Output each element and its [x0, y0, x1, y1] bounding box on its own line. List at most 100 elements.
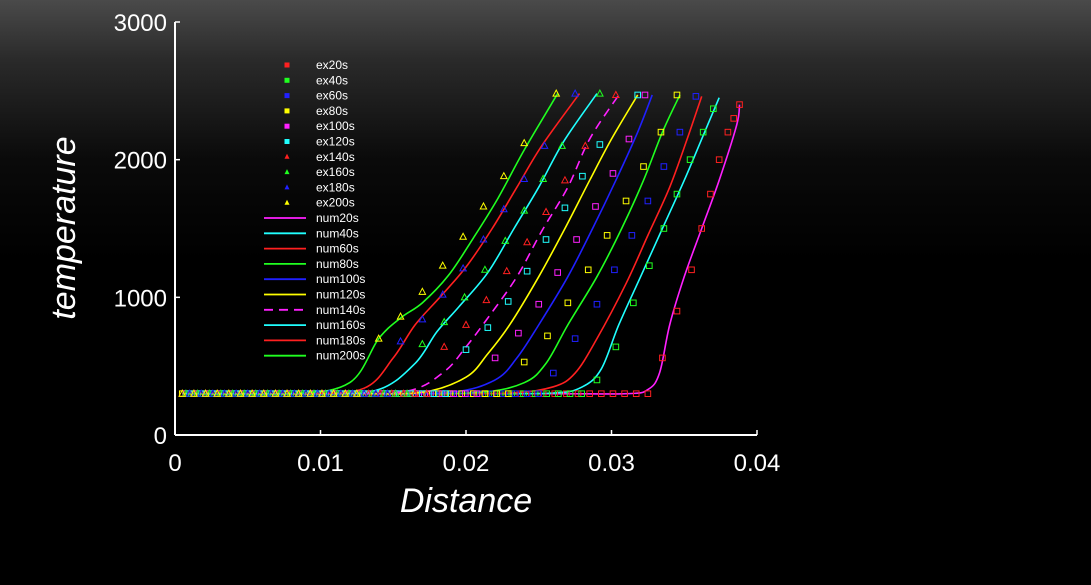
- data-point-ex60s: [571, 335, 579, 342]
- baseline-point-ex180s: [383, 389, 392, 397]
- baseline-point-ex180s: [336, 389, 345, 397]
- baseline-point-ex160s: [403, 389, 412, 397]
- data-point-ex60s: [611, 266, 618, 274]
- data-point-ex20s: [659, 354, 666, 362]
- baseline-point-ex60s: [523, 390, 531, 397]
- baseline-point-ex20s: [516, 390, 524, 397]
- legend-item-ex40s: ex40s: [284, 73, 348, 87]
- baseline-point-ex200s: [201, 389, 210, 397]
- y-axis-title: temperature: [45, 136, 83, 319]
- data-point-ex80s: [544, 332, 551, 340]
- legend-marker: [284, 93, 290, 99]
- baseline-point-ex60s: [488, 390, 496, 397]
- y-tick-label: 3000: [114, 10, 167, 37]
- data-point-ex40s: [686, 156, 694, 163]
- data-point-ex120s: [462, 346, 470, 353]
- baseline-point-ex80s: [504, 390, 512, 397]
- baseline-point-ex180s: [360, 389, 369, 397]
- x-tick-label: 0.04: [734, 450, 781, 477]
- baseline-point-ex180s: [185, 389, 194, 397]
- baseline-point-ex140s: [411, 389, 420, 397]
- data-point-ex60s: [676, 128, 684, 136]
- legend-label: ex160s: [316, 165, 355, 179]
- data-point-ex120s: [561, 204, 569, 212]
- baseline-point-ex200s: [224, 389, 233, 397]
- baseline-point-ex80s: [469, 390, 477, 397]
- baseline-point-ex200s: [306, 389, 315, 397]
- data-point-ex40s: [593, 376, 601, 384]
- baseline-point-ex200s: [248, 389, 257, 397]
- data-point-ex180s: [499, 204, 508, 213]
- data-point-ex100s: [625, 135, 633, 143]
- baseline-point-ex200s: [329, 389, 338, 397]
- data-point-ex180s: [540, 141, 549, 149]
- baseline-point-ex200s: [259, 389, 268, 397]
- data-point-ex100s: [641, 91, 649, 99]
- data-point-ex80s: [657, 128, 665, 136]
- data-point-ex200s: [438, 261, 447, 269]
- data-point-ex80s: [640, 163, 647, 170]
- baseline-point-ex180s: [266, 389, 276, 397]
- baseline-point-ex80s: [458, 390, 465, 397]
- legend-label: num20s: [316, 211, 359, 225]
- series-markers-ex120s: [186, 91, 641, 397]
- data-point-ex100s: [592, 203, 599, 210]
- data-point-ex40s: [660, 225, 668, 232]
- data-point-ex160s: [501, 236, 510, 244]
- baseline-point-ex180s: [220, 389, 229, 397]
- baseline-point-ex180s: [243, 389, 252, 397]
- legend-marker: [284, 153, 290, 159]
- ticks: 0 0.01 0.02 0.03 0.04 0 1000 2000 3000: [114, 10, 781, 477]
- legend-item-num80s: num80s: [264, 257, 359, 271]
- legend: ex20sex40sex60sex80sex100sex120sex140sex…: [264, 58, 365, 363]
- data-point-ex140s: [581, 141, 590, 149]
- data-point-ex120s: [634, 91, 641, 99]
- data-point-ex180s: [396, 336, 405, 345]
- legend-marker: [284, 184, 290, 190]
- legend-marker: [284, 199, 290, 205]
- data-point-ex40s: [673, 190, 681, 198]
- data-point-ex40s: [699, 128, 707, 136]
- legend-marker: [284, 139, 290, 144]
- legend-item-ex100s: ex100s: [284, 119, 355, 133]
- x-tick-label: 0.01: [297, 450, 344, 477]
- baseline-point-ex20s: [563, 390, 570, 397]
- legend-item-ex140s: ex140s: [284, 150, 355, 164]
- data-point-ex20s: [688, 266, 695, 274]
- baseline-point-ex100s: [438, 390, 446, 397]
- data-point-ex100s: [573, 236, 580, 243]
- baseline-point-ex180s: [255, 389, 264, 397]
- data-point-ex160s: [520, 206, 529, 214]
- legend-item-num180s: num180s: [264, 333, 365, 347]
- baseline-point-ex100s: [473, 390, 481, 397]
- baseline-point-ex20s: [528, 390, 535, 397]
- x-axis-title: Distance: [400, 482, 532, 520]
- baseline-point-ex80s: [446, 390, 454, 397]
- baseline-point-ex140s: [422, 389, 431, 397]
- legend-item-num160s: num160s: [264, 318, 365, 332]
- data-point-ex180s: [438, 290, 447, 298]
- data-point-ex160s: [440, 317, 449, 326]
- data-point-ex40s: [630, 299, 637, 307]
- legend-marker: [284, 169, 290, 175]
- legend-item-ex60s: ex60s: [284, 89, 348, 103]
- data-point-ex20s: [707, 190, 714, 198]
- baseline-point-ex60s: [500, 390, 508, 397]
- data-point-ex140s: [482, 295, 491, 304]
- baseline-point-ex180s: [208, 389, 217, 397]
- data-point-ex80s: [622, 197, 630, 205]
- legend-item-ex20s: ex20s: [284, 58, 348, 72]
- data-point-ex100s: [491, 354, 499, 362]
- legend-label: num120s: [316, 288, 365, 302]
- legend-item-ex200s: ex200s: [284, 196, 355, 210]
- series-markers-ex60s: [186, 93, 700, 397]
- legend-label: ex40s: [316, 73, 348, 87]
- baseline-point-ex100s: [461, 390, 469, 397]
- baseline-point-ex20s: [644, 390, 652, 397]
- data-point-ex120s: [504, 298, 512, 305]
- baseline-point-ex60s: [535, 390, 543, 397]
- data-point-ex160s: [539, 174, 548, 182]
- data-point-ex160s: [557, 141, 567, 149]
- baseline-point-ex40s: [531, 390, 539, 397]
- baseline-point-ex40s: [555, 390, 562, 397]
